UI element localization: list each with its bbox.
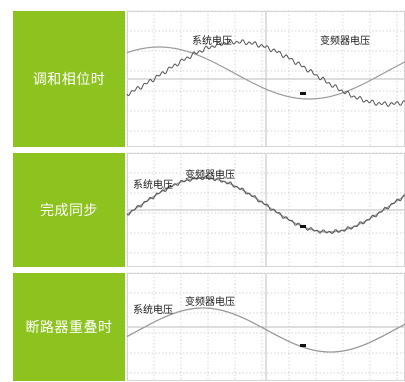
sync-marker bbox=[300, 344, 306, 347]
scope-trace-area: 系统电压 变频器电压 bbox=[126, 152, 405, 267]
system-voltage-label: 系统电压 bbox=[133, 180, 173, 191]
scope-trace-area: 系统电压 变频器电压 bbox=[126, 272, 405, 381]
sync-marker bbox=[300, 92, 306, 95]
panel-title: 断路器重叠时 bbox=[25, 320, 113, 336]
panel-phase-adjust: 调和相位时 系统电压 变频器电压 bbox=[0, 10, 405, 147]
panel-label-box: 断路器重叠时 bbox=[13, 273, 125, 381]
panel-title: 调和相位时 bbox=[32, 72, 106, 88]
panel-label-box: 调和相位时 bbox=[13, 11, 125, 147]
panel-breaker-overlap: 断路器重叠时 系统电压 变频器电压 bbox=[0, 272, 405, 381]
scope-trace-area: 系统电压 变频器电压 bbox=[126, 10, 405, 147]
scope-svg bbox=[126, 272, 405, 381]
sync-marker bbox=[300, 225, 306, 228]
vfd-voltage-label: 变频器电压 bbox=[185, 297, 235, 308]
vfd-voltage-trace bbox=[126, 175, 405, 235]
scope-svg bbox=[126, 10, 405, 147]
panel-sync-complete: 完成同步 系统电压 变频器电压 bbox=[0, 152, 405, 267]
scope-grid bbox=[126, 152, 405, 267]
scope-grid bbox=[126, 10, 405, 147]
vfd-voltage-label: 变频器电压 bbox=[320, 36, 370, 47]
system-voltage-label: 系统电压 bbox=[133, 305, 173, 316]
scope-grid bbox=[126, 272, 405, 381]
vfd-voltage-label: 变频器电压 bbox=[185, 170, 235, 181]
system-voltage-label: 系统电压 bbox=[192, 36, 232, 47]
panel-title: 完成同步 bbox=[40, 203, 98, 219]
system-voltage-trace bbox=[126, 46, 405, 100]
panel-label-box: 完成同步 bbox=[13, 153, 125, 267]
scope-svg bbox=[126, 152, 405, 267]
vfd-voltage-trace bbox=[126, 39, 405, 108]
system-voltage-trace bbox=[126, 307, 405, 353]
